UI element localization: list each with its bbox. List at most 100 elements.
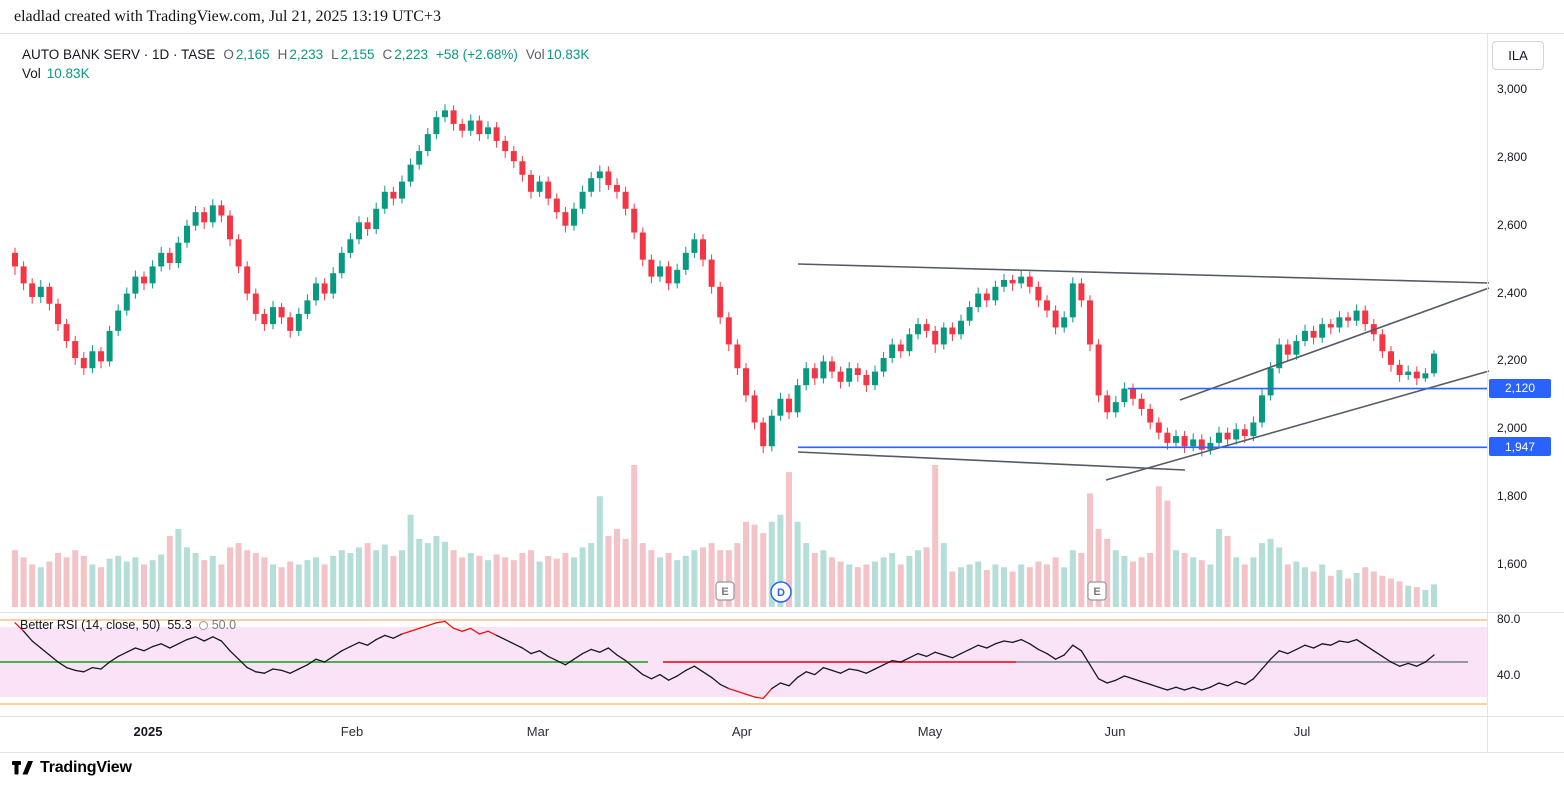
candle xyxy=(1353,310,1360,321)
rsi-indicator-title[interactable]: Better RSI (14, close, 50) xyxy=(20,618,161,632)
candle xyxy=(794,385,801,413)
volume-bar xyxy=(1164,500,1171,607)
volume-bar xyxy=(338,550,345,607)
candle xyxy=(98,351,104,362)
volume-bar xyxy=(1413,587,1420,607)
volume-bar xyxy=(966,564,973,607)
symbol-title[interactable]: AUTO BANK SERV · 1D · TASE xyxy=(22,47,216,62)
earnings-marker[interactable] xyxy=(1087,581,1107,601)
trendline[interactable] xyxy=(1105,370,1490,481)
volume-bar xyxy=(743,521,749,607)
candle xyxy=(115,310,122,331)
candle xyxy=(209,205,216,223)
candle xyxy=(175,242,182,264)
candle xyxy=(89,351,96,369)
trendline[interactable] xyxy=(1179,287,1490,401)
volume-bar xyxy=(820,550,827,607)
volume-bar xyxy=(295,564,302,607)
candle xyxy=(1181,436,1188,447)
volume-bar xyxy=(459,557,466,607)
volume-bar xyxy=(639,543,646,607)
volume-bar xyxy=(1052,557,1059,607)
candle xyxy=(1078,283,1085,301)
volume-indicator-value: 10.83K xyxy=(46,66,90,81)
candle xyxy=(72,341,79,359)
time-axis[interactable]: 2025 Feb Mar Apr May Jun Jul xyxy=(0,716,1487,752)
volume-bars xyxy=(12,465,1437,607)
candle xyxy=(1173,436,1179,443)
earnings-marker[interactable] xyxy=(715,581,735,601)
volume-bar xyxy=(433,536,440,607)
candle xyxy=(166,252,173,264)
volume-bar xyxy=(665,553,672,607)
volume-bar xyxy=(166,536,173,607)
candle xyxy=(880,358,887,372)
volume-bar xyxy=(89,564,96,607)
candle xyxy=(338,252,345,274)
volume-bar xyxy=(485,560,491,607)
candle xyxy=(252,293,259,314)
volume-bar xyxy=(579,547,586,607)
trendline[interactable] xyxy=(797,263,1490,284)
candle xyxy=(1095,344,1102,396)
rsi-indicator-value: 55.3 xyxy=(167,618,192,632)
candle xyxy=(1345,317,1351,321)
candle xyxy=(1233,429,1240,440)
volume-bar xyxy=(932,465,939,607)
volume-bar xyxy=(20,557,27,607)
dividend-marker[interactable] xyxy=(770,581,792,603)
volume-bar xyxy=(674,560,681,607)
volume-bar xyxy=(175,528,182,607)
candle xyxy=(1052,310,1059,328)
volume-bar xyxy=(519,553,526,607)
volume-bar xyxy=(1233,557,1240,607)
trendline[interactable] xyxy=(797,451,1186,471)
volume-bar xyxy=(794,521,801,607)
currency-unit-button[interactable]: ILA xyxy=(1492,41,1544,70)
candle xyxy=(700,239,706,260)
horizontal-price-lines[interactable] xyxy=(798,387,1487,449)
candle xyxy=(321,283,328,294)
tradingview-logo[interactable]: TradingView xyxy=(12,758,132,777)
volume-bar xyxy=(1250,557,1257,607)
tradingview-logo-icon xyxy=(12,761,33,775)
candle xyxy=(1241,429,1248,437)
volume-bar xyxy=(1319,564,1326,607)
volume-bar xyxy=(287,561,294,607)
volume-bar xyxy=(768,521,775,607)
rsi-indicator-secondary: 50.0 xyxy=(198,618,236,632)
volume-bar xyxy=(700,547,706,607)
candle xyxy=(1284,344,1291,355)
volume-indicator-label[interactable]: Vol xyxy=(22,66,41,81)
volume-bar xyxy=(1259,543,1265,607)
volume-bar xyxy=(1061,567,1068,607)
candle xyxy=(1293,341,1300,355)
volume-bar xyxy=(399,550,405,607)
volume-bar xyxy=(1138,557,1145,607)
candle xyxy=(837,371,844,382)
volume-bar xyxy=(691,550,698,607)
candle xyxy=(1259,395,1265,423)
candle xyxy=(588,178,595,192)
candle xyxy=(295,313,302,331)
volume-bar xyxy=(244,550,251,607)
volume-bar xyxy=(347,553,354,607)
ohlc-close: C 2,223 xyxy=(382,47,429,62)
candle xyxy=(1061,317,1068,328)
volume-bar xyxy=(863,564,870,607)
volume-bar xyxy=(442,541,448,607)
volume-bar xyxy=(605,536,612,607)
candle xyxy=(1413,371,1420,379)
volume-bar xyxy=(467,553,474,607)
candles xyxy=(12,104,1437,457)
candle xyxy=(665,266,672,284)
price-axis[interactable]: 3,000 2,800 2,600 2,400 2,200 2,000 1,800 1,600… xyxy=(1488,33,1564,752)
volume-bar xyxy=(227,547,233,607)
volume-bar xyxy=(1345,578,1351,607)
volume-bar xyxy=(631,465,638,607)
rsi-line xyxy=(14,620,1435,700)
volume-bar xyxy=(536,561,543,607)
